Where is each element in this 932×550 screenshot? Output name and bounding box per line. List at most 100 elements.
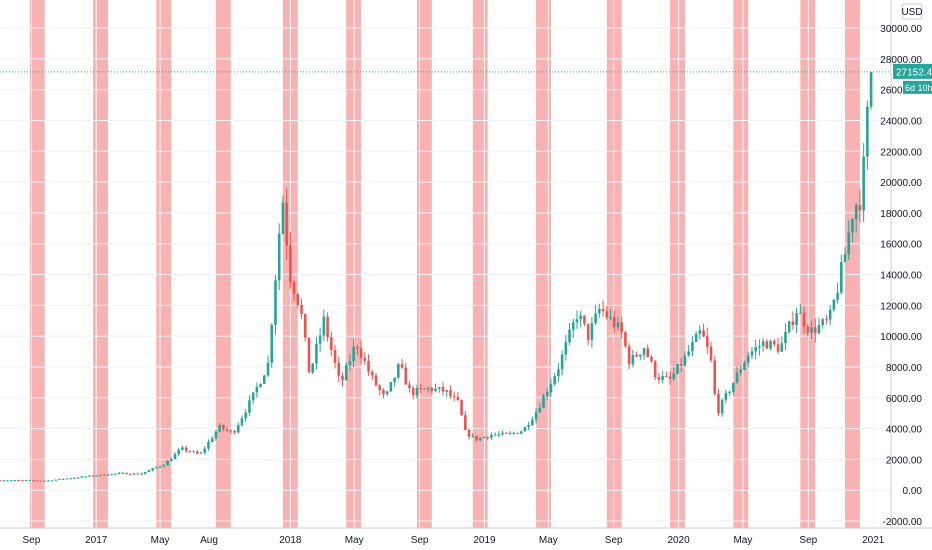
- candle-body: [326, 316, 329, 338]
- candle-body: [780, 343, 784, 352]
- candle-body: [277, 233, 281, 281]
- candle-body: [102, 474, 106, 476]
- candle-body: [575, 319, 579, 323]
- candle-body: [817, 325, 821, 334]
- candle-body: [263, 375, 266, 384]
- highlight-band: [606, 0, 622, 528]
- candle-body: [207, 441, 210, 449]
- candle-body: [225, 429, 229, 431]
- currency-label-box[interactable]: USD: [901, 3, 923, 20]
- candle-body: [292, 282, 296, 295]
- candle-body: [568, 329, 571, 343]
- candle-body: [869, 71, 873, 107]
- candle-body: [523, 427, 527, 432]
- candle-body: [761, 341, 765, 347]
- candle-body: [356, 346, 359, 349]
- candle-body: [456, 396, 460, 401]
- candle-body: [50, 480, 54, 482]
- x-tick-label: May: [733, 535, 752, 546]
- candle-body: [177, 449, 180, 455]
- x-tick-label: Aug: [200, 535, 218, 546]
- y-tick-label: 22000.00: [880, 147, 922, 158]
- candle-body: [564, 342, 568, 355]
- candle-body: [95, 475, 99, 477]
- y-tick-label: -2000.00: [883, 517, 923, 528]
- candle-body: [423, 388, 426, 390]
- candle-body: [367, 360, 370, 372]
- candle-body: [728, 391, 731, 394]
- candle-body: [866, 106, 869, 157]
- candle-body: [713, 360, 717, 394]
- candle-body: [43, 480, 46, 482]
- candle-body: [657, 377, 661, 380]
- candle-body: [344, 365, 348, 381]
- highlight-band: [800, 0, 816, 528]
- candle-body: [199, 452, 203, 454]
- candle-body: [776, 344, 780, 352]
- candle-body: [311, 363, 314, 373]
- candle-body: [475, 435, 478, 441]
- candle-body: [806, 326, 810, 333]
- candle-body: [676, 364, 679, 374]
- candle-body: [21, 480, 24, 482]
- candle-body: [460, 400, 463, 416]
- candle-body: [765, 341, 769, 349]
- y-tick-label: 0.00: [903, 486, 923, 497]
- candle-body: [147, 470, 151, 473]
- x-axis: Sep 2017 May Aug 2018 May Sep 2019 May Sep 2020 May…: [22, 535, 884, 546]
- candle-body: [590, 323, 594, 340]
- candle-body: [17, 480, 20, 482]
- highlight-band: [29, 0, 45, 528]
- candle-body: [229, 430, 233, 432]
- candle-body: [303, 314, 307, 338]
- candle-body: [739, 369, 743, 373]
- candle-body: [65, 478, 69, 480]
- highlight-band: [156, 0, 172, 528]
- candle-body: [61, 478, 65, 480]
- candle-body: [300, 304, 303, 315]
- candle-body: [24, 480, 28, 482]
- candle-body: [735, 372, 739, 383]
- candle-body: [248, 400, 251, 413]
- candle-body: [434, 388, 437, 391]
- candle-body: [490, 435, 493, 438]
- candle-body: [549, 384, 553, 393]
- candle-body: [631, 354, 635, 365]
- y-tick-label: 28000.00: [880, 55, 922, 66]
- candle-body: [828, 309, 832, 320]
- candle-body: [307, 337, 311, 373]
- candle-body: [348, 361, 352, 366]
- candle-body: [553, 376, 556, 385]
- candle-body: [542, 396, 545, 409]
- x-tick-label: May: [345, 535, 364, 546]
- highlight-band: [215, 0, 231, 528]
- candle-body: [169, 459, 173, 462]
- candle-body: [359, 348, 363, 358]
- candle-body: [110, 473, 113, 475]
- x-tick-label: 2020: [667, 535, 690, 546]
- candle-body: [646, 348, 650, 357]
- y-tick-label: 24000.00: [880, 116, 922, 127]
- candle-body: [538, 408, 542, 413]
- candle-body: [315, 343, 318, 364]
- candle-body: [411, 387, 415, 396]
- candle-body: [370, 371, 374, 376]
- candle-body: [13, 480, 17, 482]
- candle-body: [571, 322, 575, 330]
- x-tick-label: 2021: [862, 535, 885, 546]
- candle-body: [28, 480, 32, 482]
- highlight-band: [733, 0, 749, 528]
- candle-body: [594, 313, 597, 324]
- candle-body: [419, 387, 422, 389]
- candle-body: [724, 393, 728, 400]
- currency-label: USD: [901, 7, 922, 18]
- candle-body: [296, 294, 300, 305]
- candle-body: [333, 349, 337, 363]
- candle-body: [352, 346, 355, 362]
- candle-body: [665, 376, 668, 378]
- candle-body: [609, 317, 612, 319]
- y-tick-label: 26000.00: [880, 86, 922, 97]
- candle-body: [579, 315, 583, 320]
- candle-body: [121, 472, 125, 474]
